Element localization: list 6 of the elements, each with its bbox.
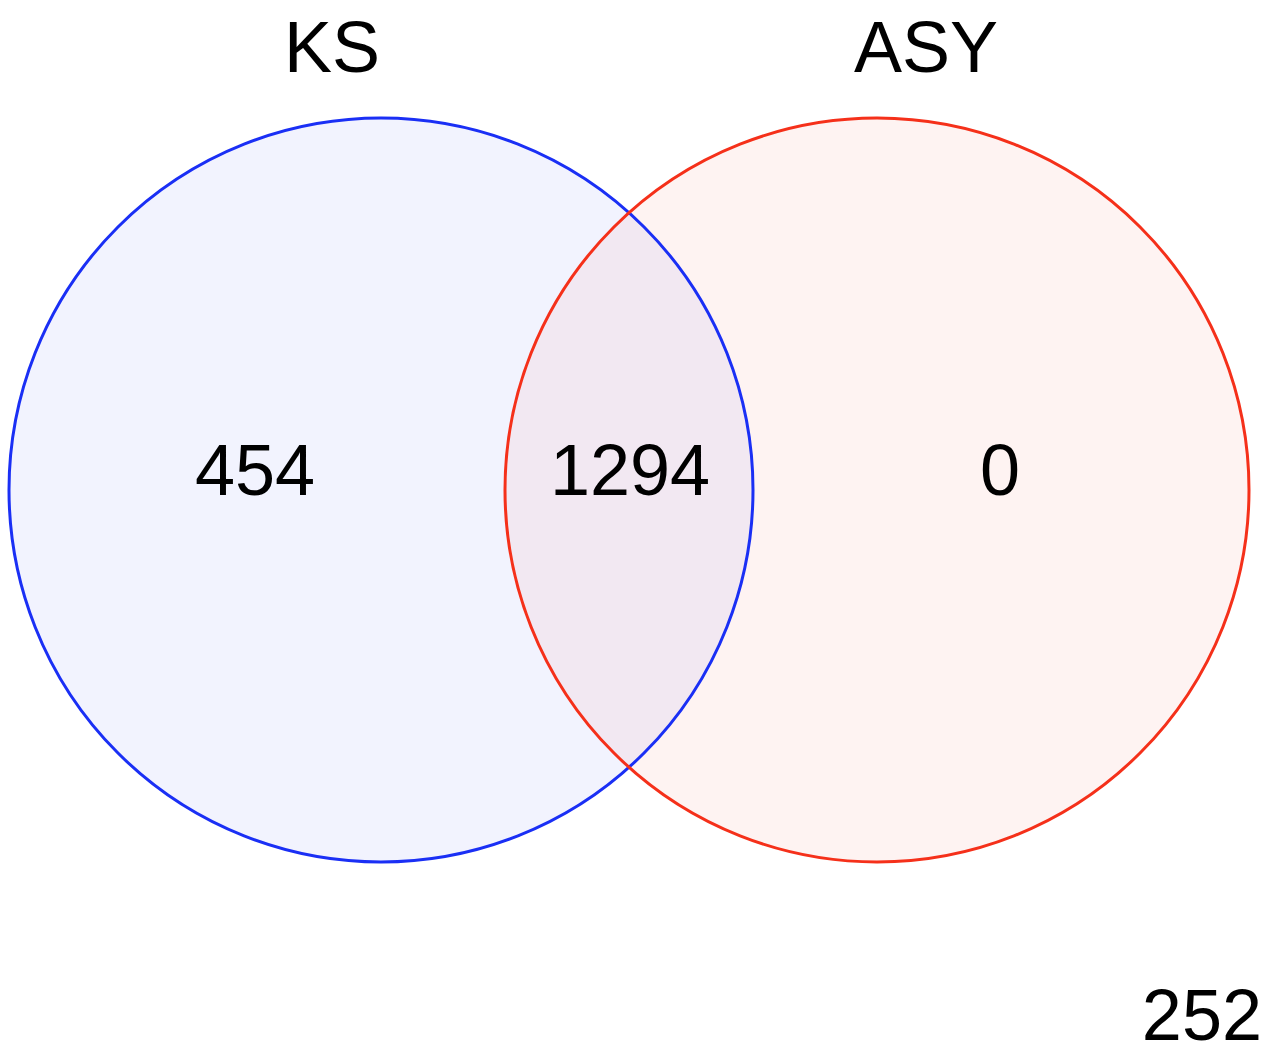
data-label: 252: [1141, 975, 1262, 1050]
text: ASY: [853, 7, 999, 87]
data-label: 454: [194, 430, 316, 510]
data-label: 1294: [549, 430, 711, 510]
data-label: 0: [979, 430, 1021, 510]
text: KS: [283, 7, 381, 87]
